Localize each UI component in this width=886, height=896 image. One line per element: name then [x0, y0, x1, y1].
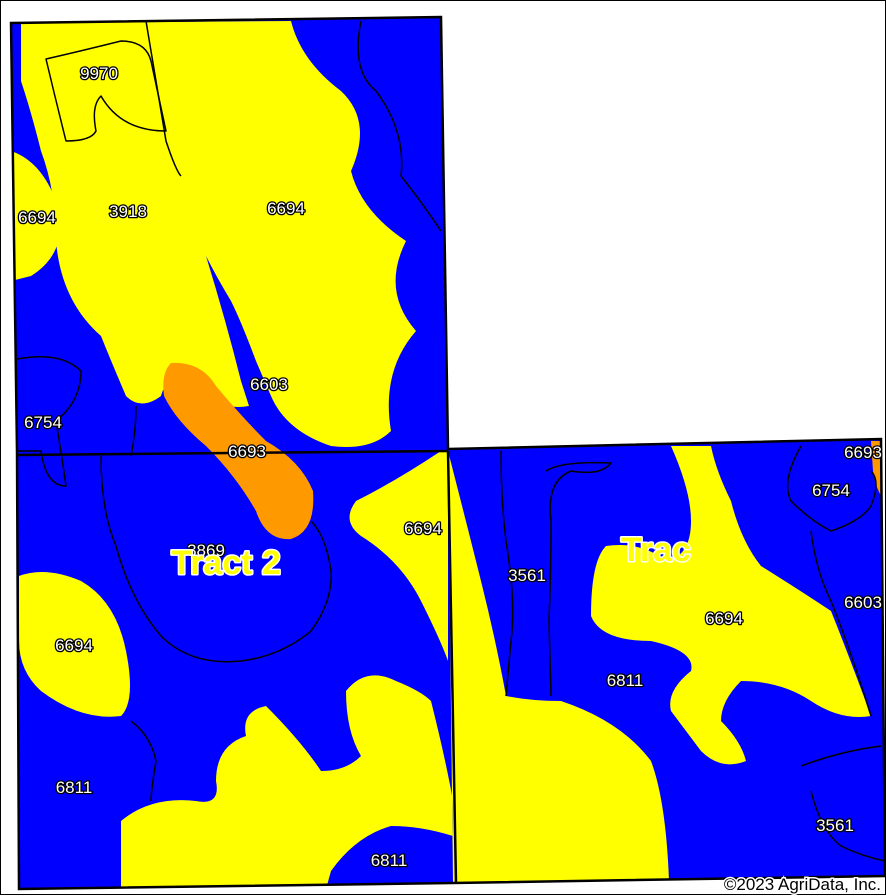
soil-label: 6754	[812, 481, 850, 500]
soil-label: 3918	[109, 202, 147, 221]
parcel-east	[448, 439, 885, 883]
soil-label: 6694	[404, 519, 442, 538]
soil-label: 6693	[228, 442, 266, 461]
copyright-text: ©2023 AgriData, Inc.	[724, 875, 881, 894]
tract-label: Tract 2	[171, 544, 281, 582]
soil-label: 6603	[844, 593, 882, 612]
soil-zone-yellow	[21, 21, 416, 447]
tract-label: Trac	[621, 531, 691, 569]
soil-label: 6694	[55, 636, 93, 655]
tract-boundary	[9, 15, 886, 891]
soil-label: 6694	[267, 199, 305, 218]
soil-zone-yellow	[11, 151, 61, 281]
soil-label: 6811	[607, 671, 644, 690]
soil-label: 3869	[187, 541, 225, 560]
soil-label: 3561	[816, 816, 854, 835]
soil-label: 6694	[705, 609, 743, 628]
soil-label: 6694	[18, 208, 56, 227]
soil-label: 3561	[508, 566, 546, 585]
soil-zone-yellow	[121, 675, 453, 889]
tract-divider	[16, 449, 449, 457]
soil-label: 6693	[844, 443, 882, 462]
soil-label: 6603	[250, 375, 288, 394]
soil-label: 6754	[24, 413, 62, 432]
soil-zone-yellow	[448, 451, 669, 883]
tract-divider	[446, 450, 458, 884]
soil-label: 6811	[56, 778, 93, 797]
soil-zone-yellow	[19, 572, 130, 717]
soil-zone-orange	[163, 362, 314, 540]
soil-zone-yellow	[349, 451, 448, 661]
soil-label: 9970	[80, 64, 118, 83]
soil-zone-yellow	[591, 446, 871, 765]
parcel-west	[11, 17, 453, 889]
soil-label: 6811	[371, 851, 408, 870]
